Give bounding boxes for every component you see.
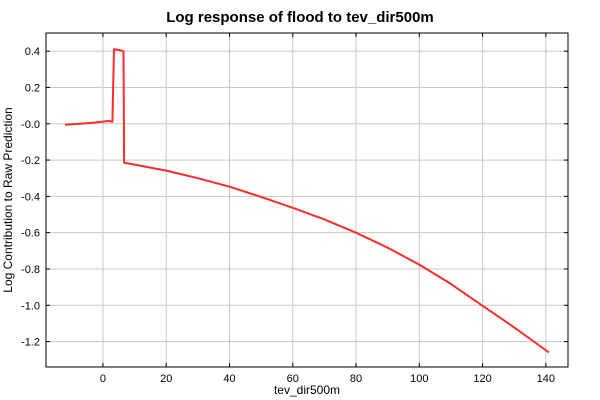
series-layer bbox=[64, 48, 550, 354]
x-tick-label: 140 bbox=[537, 373, 555, 385]
y-tick-label: -1.2 bbox=[21, 337, 40, 349]
y-tick-label: -0.0 bbox=[21, 119, 40, 131]
x-axis-title: tev_dir500m bbox=[274, 383, 340, 397]
y-tick-label: 0.4 bbox=[25, 46, 40, 58]
x-tick-label: 120 bbox=[473, 373, 491, 385]
y-axis: 0.4 0.2 -0.0 -0.2 -0.4 -0.6 -0.8 -1.0 -1.2 bbox=[21, 46, 568, 349]
y-tick-label: -0.4 bbox=[21, 191, 40, 203]
x-tick-label: 60 bbox=[287, 373, 299, 385]
grid bbox=[46, 33, 568, 367]
x-tick-label: 0 bbox=[100, 373, 106, 385]
plot-frame bbox=[45, 32, 569, 368]
x-tick-label: 80 bbox=[350, 373, 362, 385]
x-tick-label: 40 bbox=[223, 373, 235, 385]
chart-title: Log response of flood to tev_dir500m bbox=[166, 9, 434, 26]
x-tick-label: 20 bbox=[160, 373, 172, 385]
y-tick-label: 0.2 bbox=[25, 82, 40, 94]
y-tick-label: -0.6 bbox=[21, 228, 40, 240]
y-tick-label: -1.0 bbox=[21, 300, 40, 312]
x-axis: 0 20 40 60 80 100 120 140 bbox=[100, 33, 555, 385]
plot-area bbox=[46, 33, 568, 367]
x-tick-label: 100 bbox=[410, 373, 428, 385]
y-axis-title: Log Contribution to Raw Prediction bbox=[1, 107, 15, 292]
y-tick-label: -0.2 bbox=[21, 155, 40, 167]
series-line bbox=[64, 48, 550, 354]
y-tick-label: -0.8 bbox=[21, 264, 40, 276]
